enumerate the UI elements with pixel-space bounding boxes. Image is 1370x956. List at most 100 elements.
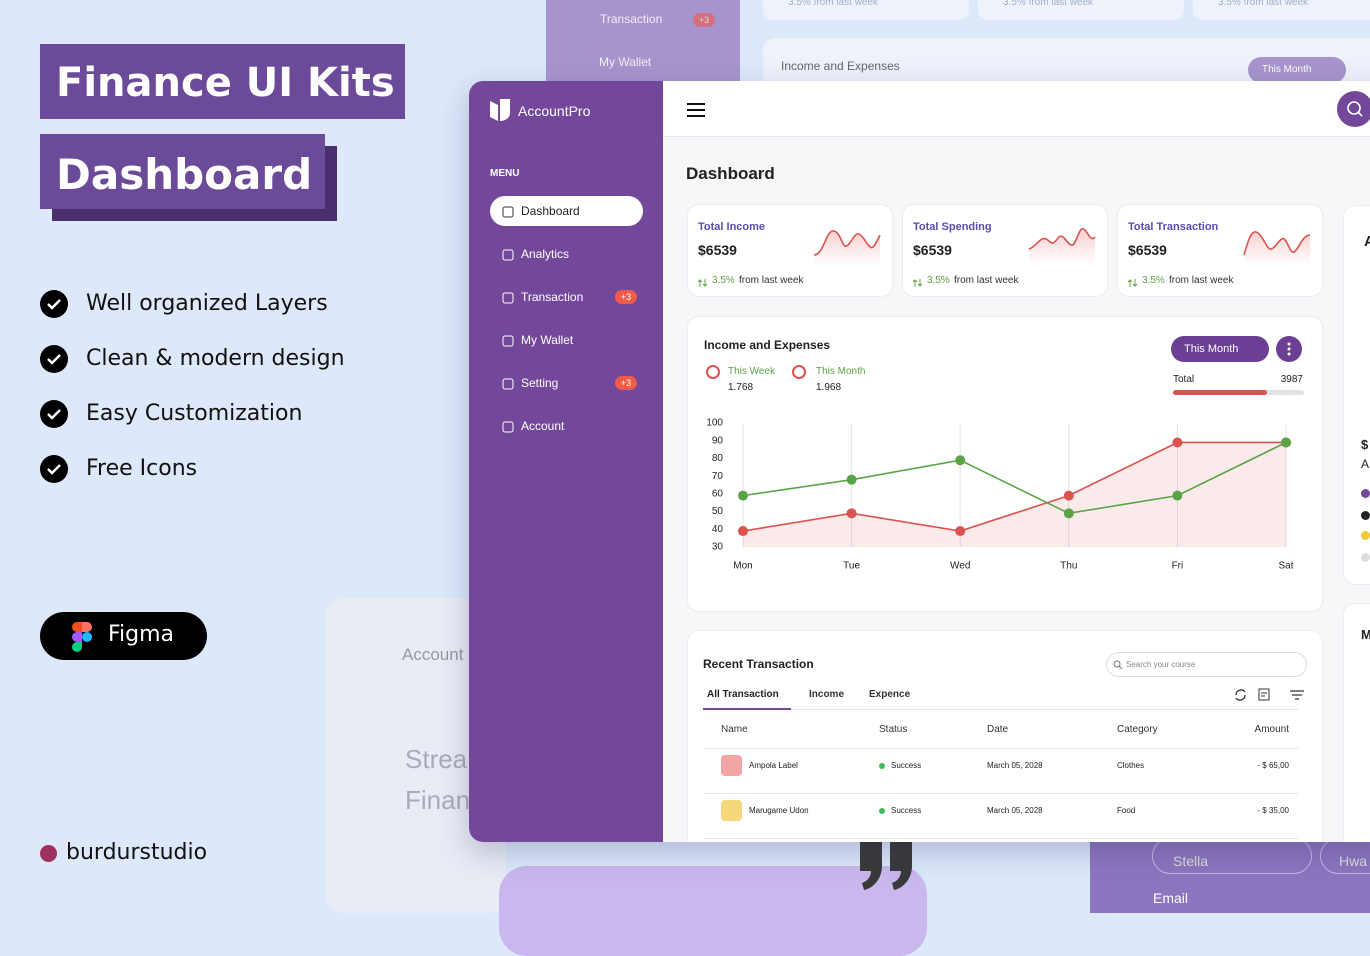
column-header: Name — [721, 724, 748, 735]
brand: burdurstudio — [66, 840, 208, 865]
trend-icon — [912, 275, 923, 293]
point — [1172, 490, 1183, 501]
menu-item[interactable]: Analytics — [521, 247, 570, 261]
y-tick-label: 80 — [712, 453, 724, 464]
x-tick-label: Wed — [950, 561, 970, 572]
sparkline — [1027, 221, 1099, 270]
side-dot — [1361, 531, 1370, 540]
title-box — [40, 134, 325, 209]
transactions-title: Recent Transaction — [703, 657, 814, 671]
menu-item[interactable]: Account — [521, 419, 565, 433]
menu-button[interactable] — [686, 102, 706, 118]
figma-label: Figma — [108, 622, 175, 647]
point — [738, 526, 748, 537]
more-button[interactable] — [1276, 336, 1302, 362]
check-icon — [40, 290, 68, 323]
y-tick-label: 40 — [712, 524, 724, 535]
search-button[interactable] — [1337, 91, 1370, 127]
menu-icon — [502, 420, 514, 438]
progress-track — [1173, 390, 1304, 395]
tab[interactable]: Income — [809, 689, 845, 700]
line — [742, 441, 1287, 515]
topbar — [663, 81, 1370, 137]
side-text: $ — [1361, 437, 1369, 452]
cell: Success — [891, 806, 922, 815]
cell: March 05, 2028 — [987, 806, 1043, 815]
figma-pill — [40, 612, 207, 660]
x-tick-label: Thu — [1060, 561, 1077, 572]
point — [955, 455, 966, 466]
title: Finance UI Kits — [56, 60, 395, 106]
point — [846, 474, 857, 485]
menu-item[interactable]: My Wallet — [521, 333, 574, 347]
bg-label: Email — [1153, 890, 1189, 906]
y-tick-label: 100 — [706, 418, 723, 429]
check-icon — [40, 400, 68, 433]
menu-item[interactable]: Setting — [521, 376, 559, 390]
feature: Clean & modern design — [86, 346, 345, 371]
point — [738, 490, 748, 501]
menu-label: MENU — [490, 168, 520, 179]
check-icon — [40, 455, 68, 488]
tab[interactable]: All Transaction — [707, 689, 779, 700]
chart-card: Income and Expenses This Month This Week… — [687, 316, 1323, 612]
total-label: Total — [1173, 374, 1195, 385]
logo-icon — [490, 99, 510, 121]
point — [955, 526, 966, 537]
total-value: 3987 — [1280, 374, 1303, 385]
menu-item[interactable]: Dashboard — [521, 204, 580, 218]
legend-value: 1.968 — [816, 382, 842, 393]
bg-menu-item: Transaction — [600, 12, 663, 26]
stat-title: Total Spending — [913, 221, 992, 233]
search-box[interactable]: Search your course — [1106, 652, 1307, 677]
status-dot — [879, 763, 885, 769]
feature: Easy Customization — [86, 401, 303, 426]
y-tick-label: 30 — [712, 542, 724, 553]
column-header: Category — [1117, 724, 1158, 735]
point — [1281, 437, 1291, 448]
filter-button[interactable]: This Month — [1171, 336, 1269, 362]
side-dot — [1361, 553, 1370, 562]
table-tools[interactable] — [1233, 688, 1308, 702]
y-tick-label: 70 — [712, 471, 724, 482]
side-card — [1343, 205, 1370, 585]
side-card — [1343, 603, 1370, 842]
y-tick-label: 90 — [712, 435, 724, 446]
tab[interactable]: Expence — [869, 689, 911, 700]
cell: Food — [1117, 806, 1136, 815]
stat-card: Total Transaction $6539 3.5% from last week — [1117, 204, 1323, 297]
menu-item[interactable]: Transaction — [521, 290, 584, 304]
column-header: Date — [987, 724, 1009, 735]
legend-value: 1.768 — [728, 382, 754, 393]
line — [742, 441, 1286, 532]
row-divider — [703, 838, 1298, 839]
search-placeholder: Search your course — [1126, 660, 1196, 669]
point — [1172, 437, 1183, 448]
legend-ring — [792, 365, 806, 379]
bg-card-title: Income and Expenses — [781, 59, 900, 73]
menu-icon — [502, 291, 514, 309]
stat-note: from last week — [739, 275, 804, 286]
area — [743, 442, 1286, 547]
bg-note: 3.5% from last week — [788, 0, 879, 8]
cell: Ampola Label — [749, 761, 798, 770]
side-text: M — [1361, 627, 1370, 642]
cell: Clothes — [1117, 761, 1145, 770]
title: Dashboard — [56, 150, 313, 199]
stat-change: 3.5% — [712, 275, 735, 286]
figma-icon — [72, 622, 92, 652]
feature: Well organized Layers — [86, 291, 328, 316]
legend-label: This Month — [816, 366, 866, 377]
bg-filter: This Month — [1248, 57, 1346, 83]
check-icon — [40, 345, 68, 378]
row-divider — [703, 793, 1298, 794]
menu-icon — [502, 334, 514, 352]
stat-change: 3.5% — [927, 275, 950, 286]
legend-ring — [706, 365, 720, 379]
menu-icon — [502, 248, 514, 266]
bg-preview-line: Strea — [405, 744, 468, 774]
menu-active[interactable] — [490, 196, 643, 226]
trend-icon — [697, 275, 708, 293]
side-dot — [1361, 489, 1370, 498]
bg-input: Stella — [1152, 838, 1312, 874]
